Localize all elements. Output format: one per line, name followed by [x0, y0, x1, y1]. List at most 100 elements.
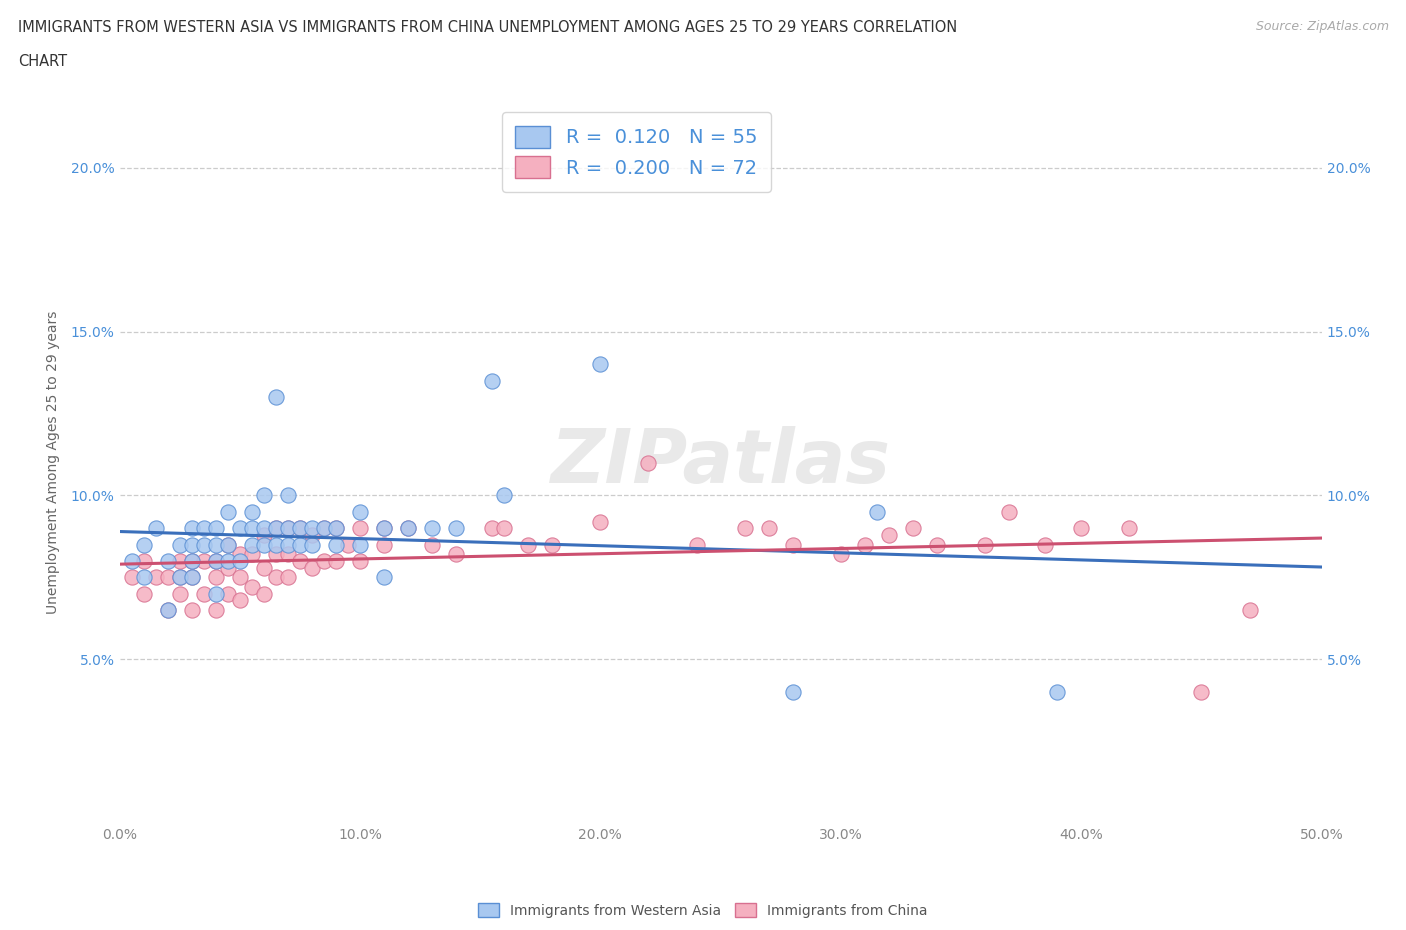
- Point: [1046, 684, 1069, 699]
- Point: [853, 538, 876, 552]
- Point: [1070, 521, 1092, 536]
- Point: [180, 538, 202, 552]
- Point: [240, 579, 263, 594]
- Point: [734, 521, 756, 536]
- Point: [301, 527, 323, 542]
- Point: [444, 521, 467, 536]
- Point: [1118, 521, 1140, 536]
- Y-axis label: Unemployment Among Ages 25 to 29 years: Unemployment Among Ages 25 to 29 years: [45, 311, 59, 615]
- Point: [156, 603, 179, 618]
- Point: [277, 547, 299, 562]
- Point: [240, 547, 263, 562]
- Legend: Immigrants from Western Asia, Immigrants from China: Immigrants from Western Asia, Immigrants…: [472, 897, 934, 923]
- Point: [180, 570, 202, 585]
- Point: [240, 538, 263, 552]
- Text: Source: ZipAtlas.com: Source: ZipAtlas.com: [1256, 20, 1389, 33]
- Point: [204, 553, 226, 568]
- Point: [132, 586, 155, 601]
- Point: [349, 553, 371, 568]
- Point: [373, 521, 395, 536]
- Point: [253, 538, 276, 552]
- Point: [264, 521, 287, 536]
- Point: [373, 521, 395, 536]
- Point: [301, 538, 323, 552]
- Point: [589, 357, 612, 372]
- Point: [277, 521, 299, 536]
- Point: [253, 521, 276, 536]
- Point: [156, 553, 179, 568]
- Point: [1239, 603, 1261, 618]
- Point: [312, 521, 335, 536]
- Point: [782, 684, 804, 699]
- Point: [481, 373, 503, 388]
- Point: [204, 538, 226, 552]
- Point: [264, 390, 287, 405]
- Point: [169, 570, 191, 585]
- Point: [204, 570, 226, 585]
- Point: [264, 570, 287, 585]
- Point: [998, 504, 1021, 519]
- Point: [240, 521, 263, 536]
- Point: [204, 521, 226, 536]
- Point: [325, 553, 347, 568]
- Point: [217, 538, 239, 552]
- Point: [325, 538, 347, 552]
- Point: [866, 504, 889, 519]
- Point: [373, 538, 395, 552]
- Point: [396, 521, 419, 536]
- Point: [169, 570, 191, 585]
- Point: [169, 553, 191, 568]
- Point: [1189, 684, 1212, 699]
- Point: [204, 603, 226, 618]
- Point: [121, 570, 143, 585]
- Point: [180, 553, 202, 568]
- Point: [396, 521, 419, 536]
- Point: [193, 521, 215, 536]
- Point: [169, 586, 191, 601]
- Point: [830, 547, 852, 562]
- Point: [228, 521, 252, 536]
- Point: [877, 527, 900, 542]
- Point: [228, 547, 252, 562]
- Point: [193, 553, 215, 568]
- Point: [373, 570, 395, 585]
- Point: [264, 521, 287, 536]
- Point: [288, 521, 311, 536]
- Point: [288, 538, 311, 552]
- Point: [132, 570, 155, 585]
- Point: [277, 521, 299, 536]
- Point: [193, 586, 215, 601]
- Point: [349, 538, 371, 552]
- Point: [228, 592, 252, 607]
- Point: [349, 504, 371, 519]
- Point: [132, 538, 155, 552]
- Point: [228, 570, 252, 585]
- Point: [180, 521, 202, 536]
- Point: [517, 538, 540, 552]
- Point: [253, 527, 276, 542]
- Point: [901, 521, 924, 536]
- Point: [180, 553, 202, 568]
- Point: [349, 521, 371, 536]
- Text: ZIPatlas: ZIPatlas: [551, 426, 890, 499]
- Point: [180, 603, 202, 618]
- Text: IMMIGRANTS FROM WESTERN ASIA VS IMMIGRANTS FROM CHINA UNEMPLOYMENT AMONG AGES 25: IMMIGRANTS FROM WESTERN ASIA VS IMMIGRAN…: [18, 20, 957, 35]
- Point: [156, 570, 179, 585]
- Point: [204, 586, 226, 601]
- Point: [193, 538, 215, 552]
- Point: [325, 521, 347, 536]
- Point: [444, 547, 467, 562]
- Point: [301, 521, 323, 536]
- Point: [121, 553, 143, 568]
- Point: [145, 521, 167, 536]
- Point: [336, 538, 359, 552]
- Point: [217, 504, 239, 519]
- Point: [1033, 538, 1056, 552]
- Point: [481, 521, 503, 536]
- Point: [277, 570, 299, 585]
- Point: [312, 553, 335, 568]
- Point: [685, 538, 707, 552]
- Point: [145, 570, 167, 585]
- Point: [277, 488, 299, 503]
- Point: [974, 538, 997, 552]
